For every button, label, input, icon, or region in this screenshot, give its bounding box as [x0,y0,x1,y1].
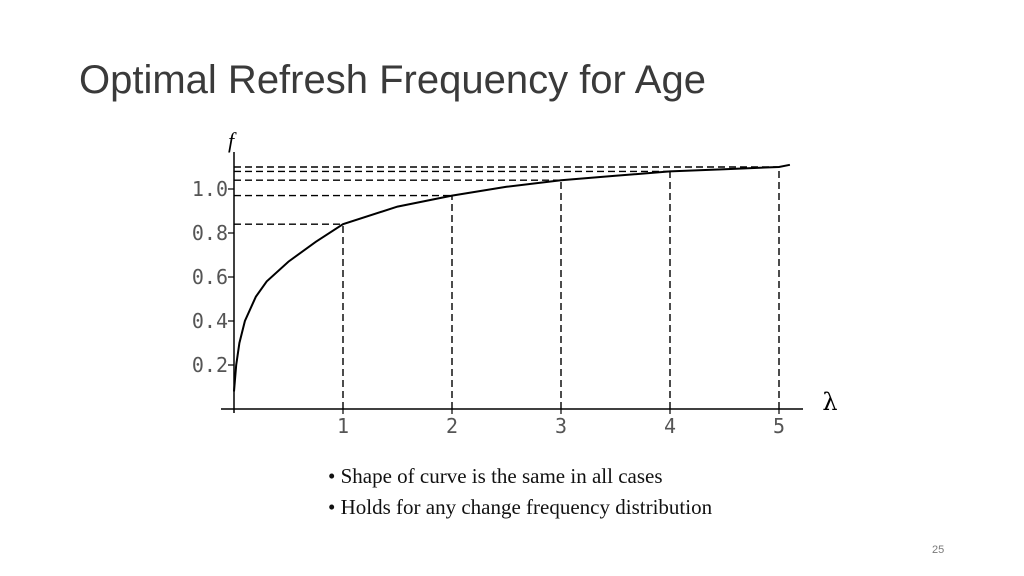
curve-layer [233,163,791,392]
x-tick-label: 4 [664,414,676,438]
reference-dashes [234,166,780,409]
x-tick-label: 1 [337,414,349,438]
y-tick-label: 0.2 [192,353,228,377]
tick-labels: 0.2 0.4 0.6 0.8 1.0 1 2 3 4 5 [192,177,785,438]
bullet-item: Holds for any change frequency distribut… [328,492,712,523]
y-tick-label: 1.0 [192,177,228,201]
y-axis-label: f [228,128,237,153]
y-tick-label: 0.4 [192,309,228,333]
x-tick-label: 5 [773,414,785,438]
x-tick-label: 3 [555,414,567,438]
axes [221,152,803,414]
bullet-item: Shape of curve is the same in all cases [328,461,712,492]
y-tick-label: 0.6 [192,265,228,289]
series-line [233,163,791,392]
bullet-list: Shape of curve is the same in all cases … [328,461,712,523]
y-tick-label: 0.8 [192,221,228,245]
page-number: 25 [932,544,945,556]
x-axis-label: λ [822,388,837,416]
slide-title: Optimal Refresh Frequency for Age [79,58,706,102]
x-tick-label: 2 [446,414,458,438]
